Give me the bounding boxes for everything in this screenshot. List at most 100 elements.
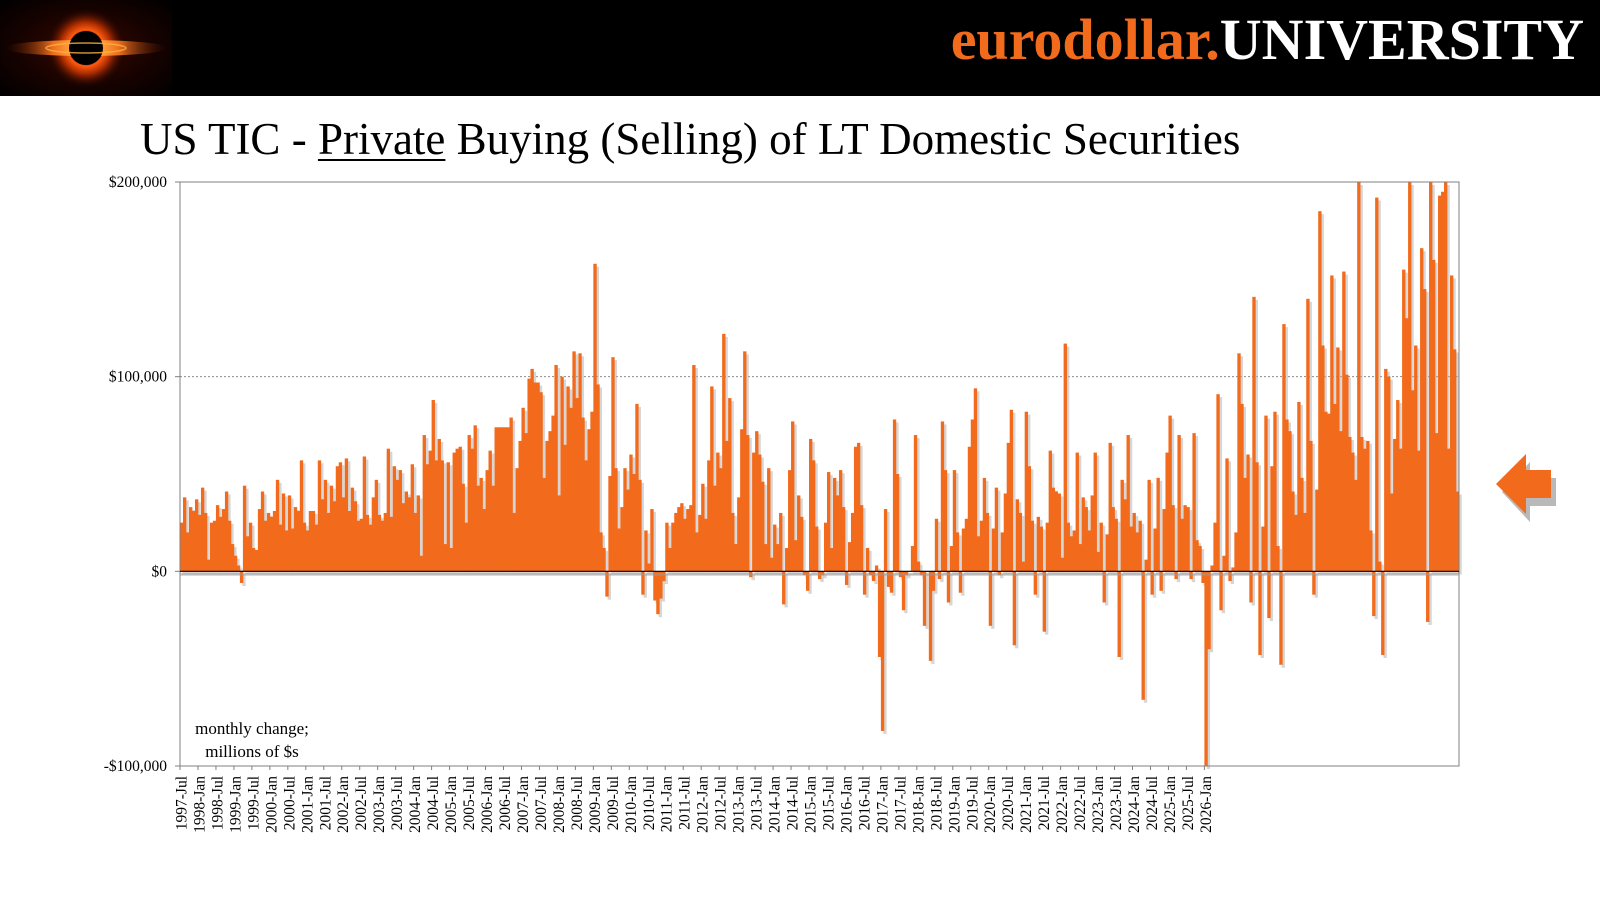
bar-386 xyxy=(1336,347,1340,572)
bar-15 xyxy=(224,491,229,572)
bar-shadow xyxy=(1308,301,1312,575)
x-tick-label: 2017-Jul xyxy=(892,776,909,830)
bar-42 xyxy=(305,530,310,572)
bar-217 xyxy=(829,547,834,572)
bar-shadow xyxy=(1116,521,1121,575)
bar-344 xyxy=(1210,565,1214,572)
bar-14 xyxy=(221,509,226,572)
bar-shadow xyxy=(1200,549,1205,575)
bar-shadow xyxy=(1119,574,1124,660)
bar-167 xyxy=(680,503,684,572)
bar-shadow xyxy=(598,387,603,575)
bar-40 xyxy=(299,460,304,572)
x-tick-label: 2008-Jan xyxy=(551,776,568,833)
bar-24 xyxy=(251,547,256,572)
bar-99 xyxy=(476,485,480,572)
bar-146 xyxy=(617,528,621,572)
bar-60 xyxy=(359,518,364,572)
bar-426 xyxy=(1456,491,1460,572)
bar-353 xyxy=(1237,353,1241,572)
bar-116 xyxy=(527,378,531,572)
x-tick-label: 2019-Jul xyxy=(964,776,981,830)
bar-222 xyxy=(844,571,849,585)
x-tick-label: 2003-Jan xyxy=(371,776,388,833)
bar-339 xyxy=(1195,540,1199,572)
bar-149 xyxy=(626,489,630,572)
bar-366 xyxy=(1276,546,1280,572)
bar-200 xyxy=(779,512,783,572)
bar-256 xyxy=(946,571,951,603)
bar-shadow xyxy=(1161,574,1166,594)
bar-238 xyxy=(892,419,897,572)
bar-shadow xyxy=(793,424,797,575)
bar-77 xyxy=(410,464,414,572)
bar-19 xyxy=(236,565,241,572)
bar-248 xyxy=(922,571,927,626)
bar-345 xyxy=(1213,522,1217,572)
bar-75 xyxy=(404,491,408,572)
bar-203 xyxy=(788,470,792,572)
bar-407 xyxy=(1399,448,1403,572)
bar-321 xyxy=(1141,571,1145,700)
x-tick-label: 2007-Jan xyxy=(515,776,532,833)
bar-187 xyxy=(740,429,744,572)
brand-part-eurodollar: eurodollar. xyxy=(950,7,1220,72)
x-tick-label: 2009-Jan xyxy=(587,776,604,833)
bar-98 xyxy=(473,425,477,572)
bar-79 xyxy=(416,495,420,572)
bar-244 xyxy=(910,546,915,572)
bar-324 xyxy=(1150,571,1154,595)
x-tick-label: 2022-Jul xyxy=(1072,776,1089,830)
bar-shadow xyxy=(1021,515,1025,575)
bar-108 xyxy=(503,427,507,572)
bar-393 xyxy=(1357,182,1361,572)
bar-shadow xyxy=(1428,574,1432,625)
bar-85 xyxy=(434,460,438,572)
bar-188 xyxy=(743,351,747,572)
bar-189 xyxy=(746,435,750,572)
x-tick-label: 2020-Jan xyxy=(982,776,999,833)
bar-shadow xyxy=(886,512,890,575)
bar-shadow xyxy=(1173,508,1178,575)
bar-52 xyxy=(335,466,340,572)
bar-192 xyxy=(755,431,759,572)
bar-80 xyxy=(419,555,423,572)
bar-150 xyxy=(629,454,633,572)
bar-53 xyxy=(338,462,343,572)
bar-shadow xyxy=(242,574,246,587)
bar-348 xyxy=(1222,555,1226,572)
title-prefix: US TIC - xyxy=(140,114,318,164)
bar-shadow xyxy=(1275,414,1279,575)
bar-shadow xyxy=(1149,482,1154,575)
bar-152 xyxy=(635,403,639,572)
bar-129 xyxy=(566,386,570,572)
bar-422 xyxy=(1444,182,1448,572)
bar-306 xyxy=(1096,551,1100,572)
bar-285 xyxy=(1033,571,1038,595)
bar-268 xyxy=(982,477,987,572)
bar-297 xyxy=(1069,536,1073,572)
bar-210 xyxy=(809,438,813,572)
bar-shadow xyxy=(955,473,959,575)
bar-104 xyxy=(491,485,495,572)
bar-233 xyxy=(877,571,882,657)
bar-120 xyxy=(539,392,543,572)
bar-346 xyxy=(1216,394,1220,572)
bar-379 xyxy=(1315,489,1319,572)
bar-shadow xyxy=(892,574,896,596)
bar-205 xyxy=(794,540,798,572)
bar-113 xyxy=(518,440,522,572)
bar-shadow xyxy=(814,463,818,575)
bar-397 xyxy=(1369,530,1373,572)
bar-209 xyxy=(806,571,810,591)
bar-359 xyxy=(1255,462,1259,572)
bar-300 xyxy=(1078,544,1082,572)
bar-23 xyxy=(248,522,253,572)
bar-135 xyxy=(584,460,588,572)
x-tick-label: 2018-Jan xyxy=(910,776,927,833)
bar-shadow xyxy=(1371,533,1375,575)
bar-328 xyxy=(1162,509,1166,572)
bar-236 xyxy=(886,571,891,587)
bar-262 xyxy=(964,518,969,572)
bar-shadow xyxy=(1389,379,1393,575)
